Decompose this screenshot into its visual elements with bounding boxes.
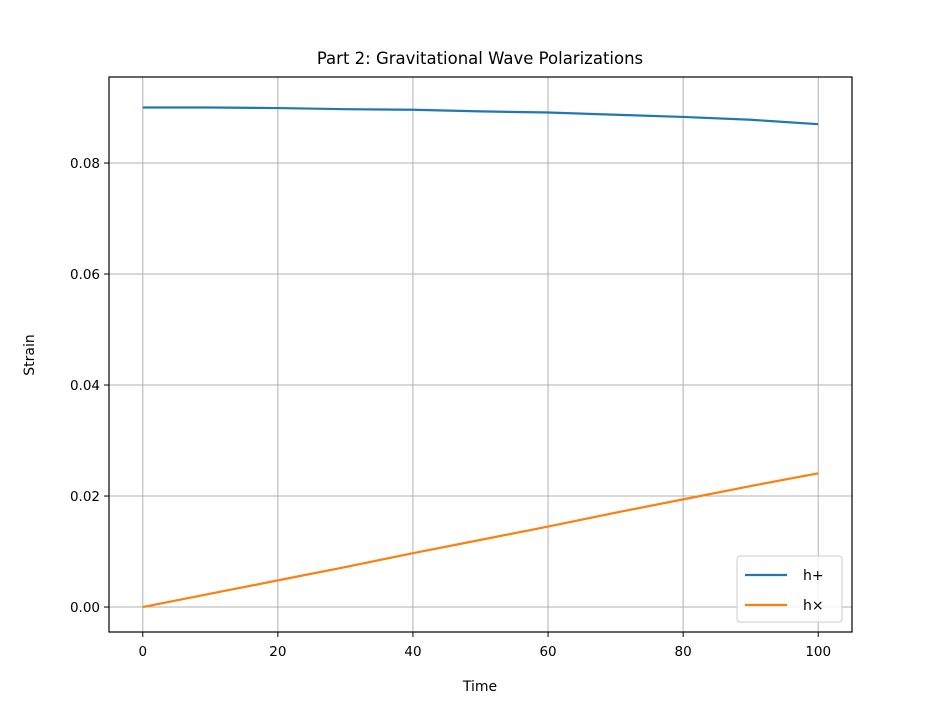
legend-label: h+ [803, 568, 824, 584]
y-tick-label: 0.04 [70, 378, 100, 394]
grid [109, 77, 852, 632]
x-axis-label: Time [462, 679, 497, 695]
plot-area [108, 76, 853, 633]
legend: h+ h× [736, 555, 843, 623]
x-axis-ticks: 0 20 40 60 80 100 [138, 632, 831, 660]
x-tick-label: 60 [539, 644, 556, 660]
series-lines [142, 106, 819, 609]
x-tick-label: 0 [138, 644, 147, 660]
legend-box [736, 555, 843, 623]
axes-background [109, 77, 852, 632]
y-axis-ticks: 0.00 0.02 0.04 0.06 0.08 [70, 156, 109, 616]
series-line-h-cross [142, 472, 819, 609]
series-line-h-plus [142, 106, 819, 126]
y-tick-label: 0.00 [70, 600, 100, 616]
y-tick-label: 0.06 [70, 267, 100, 283]
x-tick-label: 40 [404, 644, 421, 660]
axes-frame [108, 76, 853, 633]
y-tick-label: 0.02 [70, 489, 100, 505]
y-axis-label: Strain [22, 334, 38, 375]
x-tick-label: 100 [805, 644, 831, 660]
x-tick-label: 80 [675, 644, 692, 660]
x-tick-label: 20 [269, 644, 286, 660]
y-tick-label: 0.08 [70, 156, 100, 172]
legend-label: h× [803, 598, 824, 614]
chart-title: Part 2: Gravitational Wave Polarizations [317, 49, 643, 68]
